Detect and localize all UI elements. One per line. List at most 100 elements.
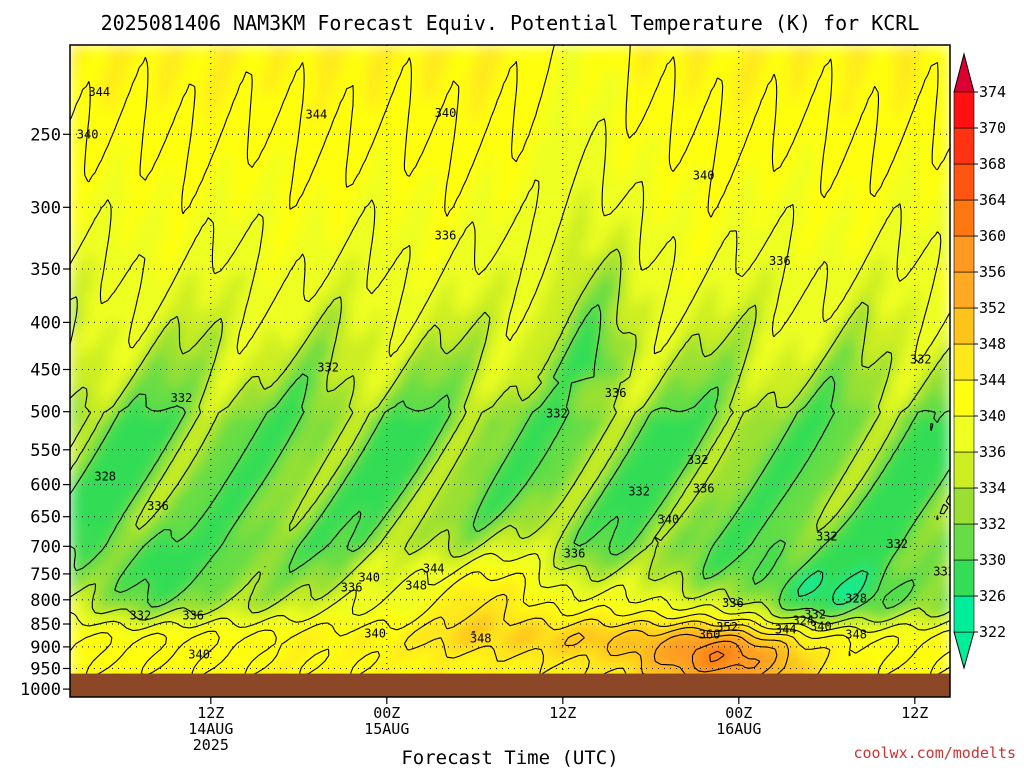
colorbar-swatch <box>953 415 975 453</box>
contour-label: 340 <box>810 619 832 633</box>
contour-label: 332 <box>687 453 709 467</box>
colorbar-label: 344 <box>979 371 1006 389</box>
contour-label: 340 <box>188 647 210 661</box>
y-tick-label: 950 <box>30 660 61 680</box>
y-axis: 250 300 350 400 450 500 550 600 650 700 750 800 850 9… <box>20 125 70 700</box>
colorbar-swatch <box>953 523 975 561</box>
colorbar-label: 340 <box>979 407 1006 425</box>
contour-label: 340 <box>435 106 457 120</box>
contour-label: 332 <box>546 406 568 420</box>
contour-label: 332 <box>910 353 932 367</box>
y-tick-label: 500 <box>30 403 61 423</box>
colorbar: 322 326 330 332 334 336 340 344 348 352 356 360 364 3… <box>953 52 1006 670</box>
y-tick-label: 1000 <box>20 680 61 700</box>
x-tick-label: 14AUG <box>188 720 233 738</box>
y-tick-label: 300 <box>30 198 61 218</box>
contour-label: 332 <box>171 391 193 405</box>
contour-label: 340 <box>358 571 380 585</box>
contour-label: 332 <box>933 564 955 578</box>
x-tick-label: 15AUG <box>364 720 409 738</box>
contour-label: 344 <box>423 562 445 576</box>
contour-label: 332 <box>628 484 650 498</box>
contour-label: 324 <box>792 613 814 627</box>
contour-label: 328 <box>94 470 116 484</box>
contour-label: 344 <box>88 85 110 99</box>
plot-frame <box>69 44 951 698</box>
contour-label: 352 <box>716 620 738 634</box>
y-tick-label: 800 <box>30 591 61 611</box>
contour-label: 336 <box>564 547 586 561</box>
y-tick-label: 250 <box>30 125 61 145</box>
colorbar-swatch <box>953 271 975 309</box>
contour-label: 332 <box>804 608 826 622</box>
colorbar-label: 322 <box>979 623 1006 641</box>
contour-label: 344 <box>775 623 797 637</box>
colorbar-swatch <box>953 595 975 633</box>
contour-342 <box>70 45 950 678</box>
colorbar-label: 360 <box>979 227 1006 245</box>
colorbar-label: 334 <box>979 479 1006 497</box>
contour-label: 332 <box>130 609 152 623</box>
chart-title: 2025081406 NAM3KM Forecast Equiv. Potent… <box>101 11 920 35</box>
contour-label: 348 <box>470 631 492 645</box>
contour-label: 336 <box>341 581 363 595</box>
y-tick-label: 750 <box>30 565 61 585</box>
colorbar-swatch <box>953 127 975 165</box>
colorbar-bottom-arrow <box>953 631 975 670</box>
colorbar-label: 374 <box>979 83 1006 101</box>
colorbar-label: 336 <box>979 443 1006 461</box>
y-tick-label: 400 <box>30 313 61 333</box>
contour-label: 340 <box>693 168 715 182</box>
contour-label: 336 <box>147 499 169 513</box>
y-tick-label: 900 <box>30 638 61 658</box>
contour-label: 332 <box>886 537 908 551</box>
colorbar-label: 332 <box>979 515 1006 533</box>
contour-label: 336 <box>605 386 627 400</box>
colorbar-swatch <box>953 379 975 417</box>
contour-326 <box>797 569 869 606</box>
colorbar-swatch <box>953 199 975 237</box>
y-tick-label: 850 <box>30 615 61 635</box>
x-tick-label: 16AUG <box>716 720 761 738</box>
colorbar-swatch <box>953 163 975 201</box>
colorbar-label: 348 <box>979 335 1006 353</box>
y-tick-label: 550 <box>30 441 61 461</box>
contour-label: 328 <box>845 591 867 605</box>
contour-362 <box>709 650 725 663</box>
colorbar-top-arrow <box>953 52 975 93</box>
colorbar-label: 370 <box>979 119 1006 137</box>
x-tick-label: 12Z <box>549 704 576 722</box>
colorbar-label: 330 <box>979 551 1006 569</box>
contour-label: 332 <box>317 361 339 375</box>
colorbar-swatch <box>953 91 975 129</box>
colorbar-swatch <box>953 559 975 597</box>
contour-label: 340 <box>364 626 386 640</box>
contour-label: 340 <box>658 513 680 527</box>
x-tick-label: 00Z <box>373 704 400 722</box>
contour-label: 340 <box>77 127 99 141</box>
y-tick-label: 650 <box>30 508 61 528</box>
ground-layer <box>70 673 950 697</box>
credit-text: coolwx.com/modelts <box>853 744 1016 762</box>
colorbar-label: 364 <box>979 191 1006 209</box>
x-axis-label: Forecast Time (UTC) <box>401 747 618 768</box>
contour-358 <box>691 640 761 673</box>
contour-label: 336 <box>182 609 204 623</box>
contour-label: 336 <box>693 482 715 496</box>
colorbar-label: 352 <box>979 299 1006 317</box>
contour-334 <box>70 248 950 625</box>
y-tick-label: 600 <box>30 476 61 496</box>
contour-label: 344 <box>306 108 328 122</box>
colorbar-swatch <box>953 487 975 525</box>
contour-label: 336 <box>769 254 791 268</box>
contour-label: 332 <box>816 530 838 544</box>
contour-label: 348 <box>405 579 427 593</box>
contour-338 <box>70 118 950 633</box>
colorbar-swatch <box>953 451 975 489</box>
x-tick-label: 2025 <box>193 736 229 754</box>
colorbar-swatch <box>953 235 975 273</box>
